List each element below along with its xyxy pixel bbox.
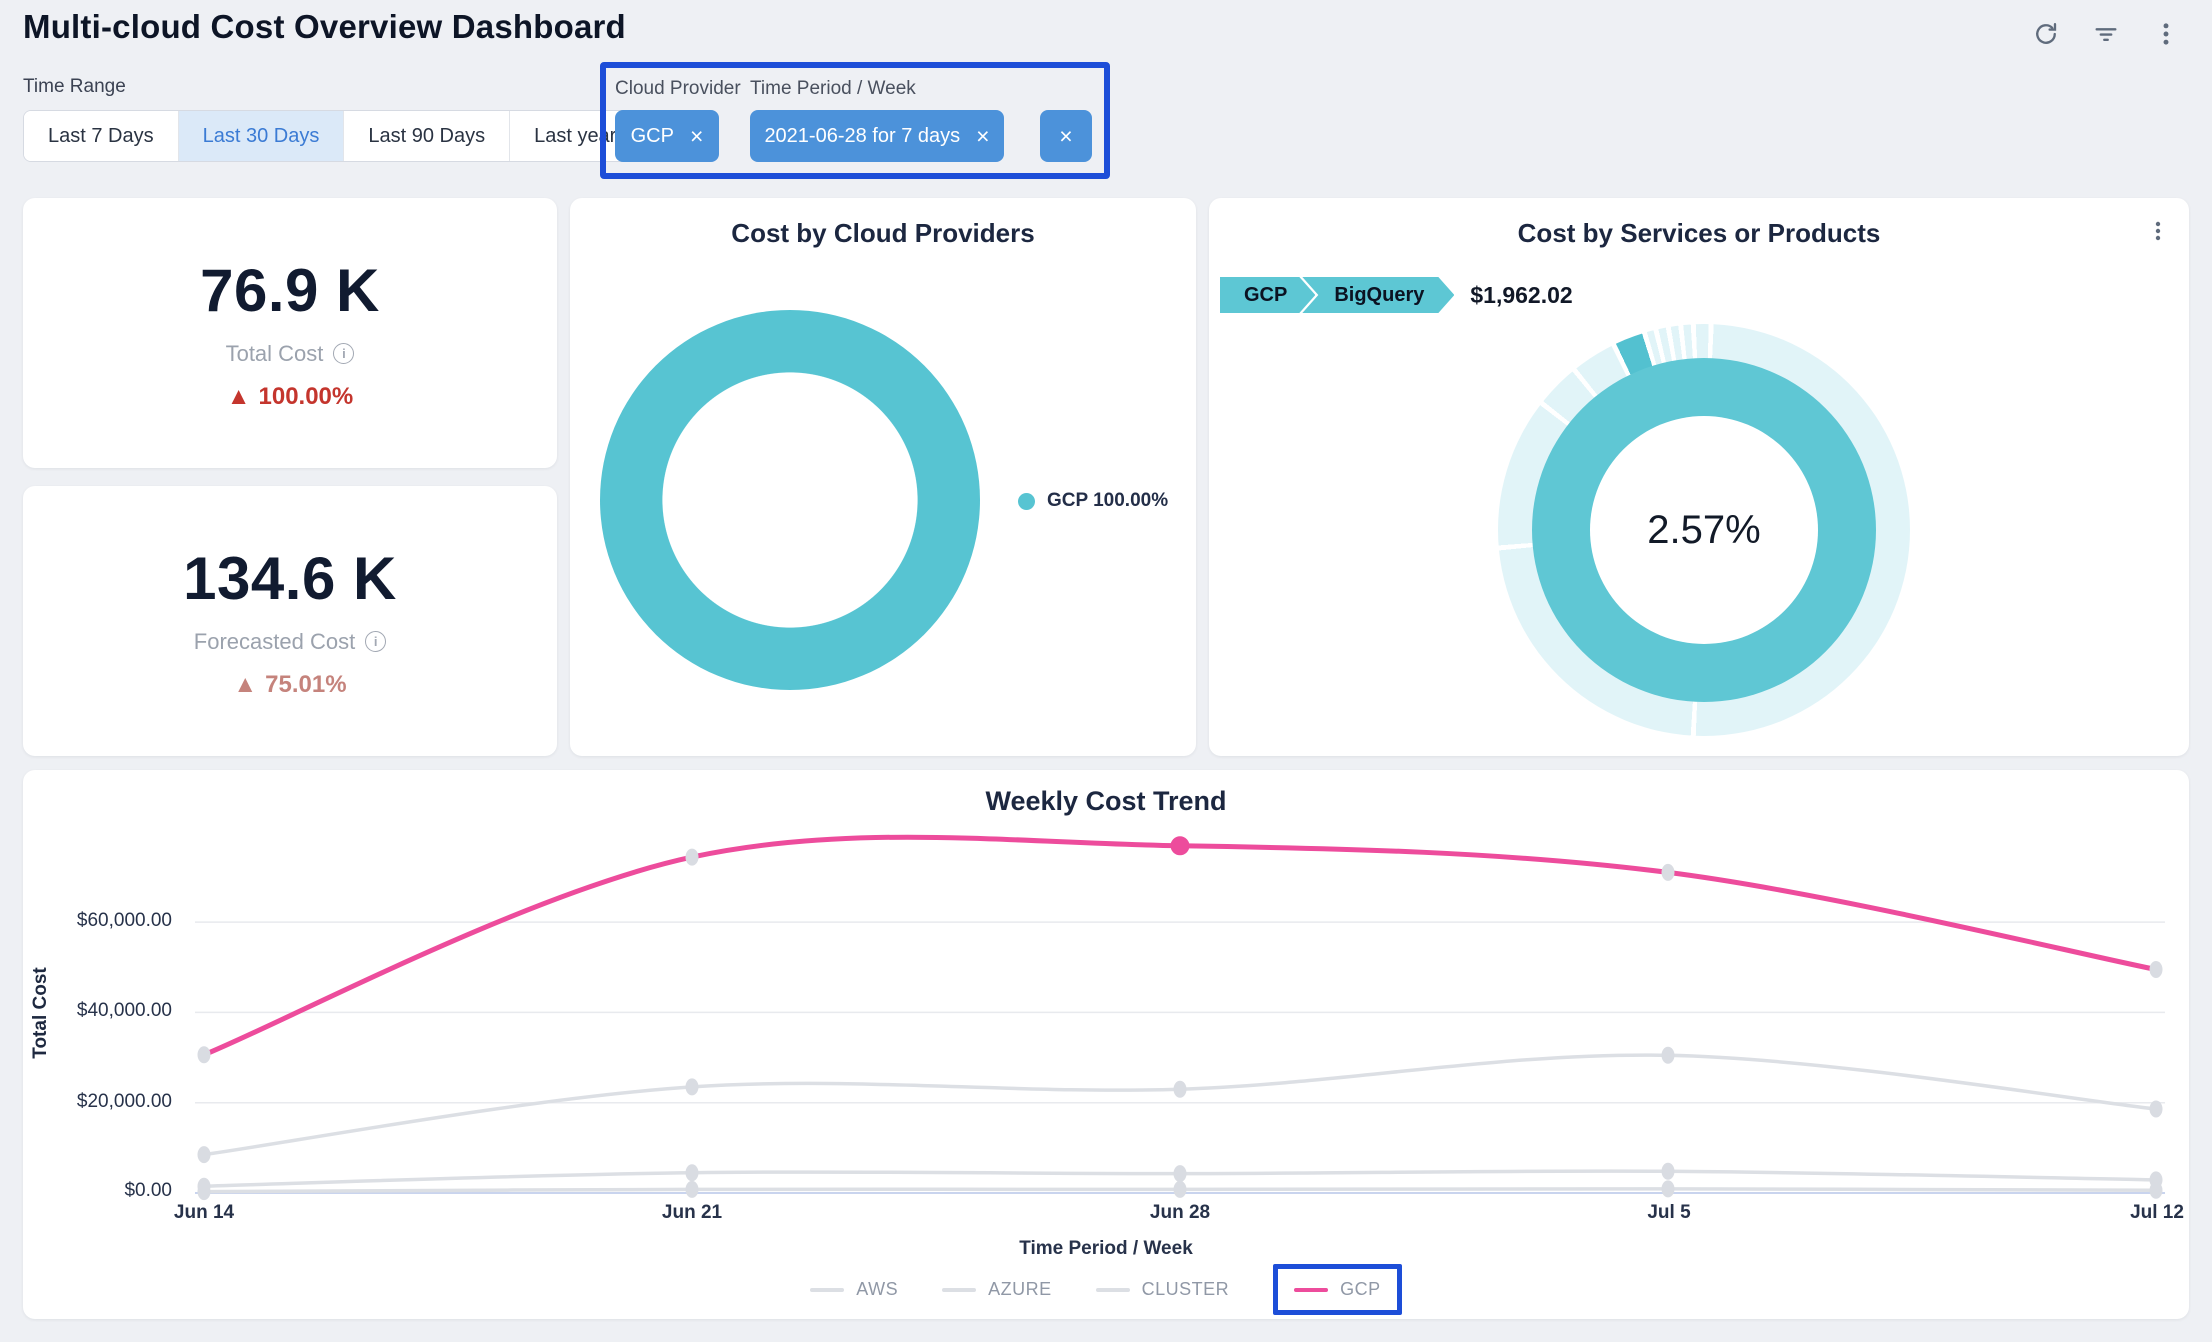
legend-item-cluster[interactable]: CLUSTER: [1095, 1279, 1230, 1300]
time-range-last-30-days[interactable]: Last 30 Days: [178, 111, 345, 161]
legend-swatch: [1294, 1287, 1329, 1292]
cloud-provider-chip[interactable]: GCP ×: [615, 110, 719, 162]
weekly-cost-trend-panel: Weekly Cost Trend Total Cost $60,000.00 …: [23, 770, 2189, 1319]
time-period-chip[interactable]: 2021-06-28 for 7 days ×: [750, 110, 1004, 162]
total-cost-value: 76.9 K: [200, 256, 380, 324]
services-chart-title: Cost by Services or Products: [1517, 218, 1881, 248]
chip-close-icon[interactable]: ×: [976, 122, 990, 149]
kebab-menu-icon[interactable]: [2148, 16, 2184, 52]
y-tick-20000: $20,000.00: [76, 1091, 172, 1112]
legend-item-azure[interactable]: AZURE: [942, 1279, 1052, 1300]
time-range-label: Time Range: [23, 76, 126, 97]
annotation-box-gcp-legend: GCP: [1273, 1264, 1402, 1315]
y-tick-40000: $40,000.00: [76, 1000, 172, 1021]
refresh-icon[interactable]: [2028, 16, 2064, 52]
total-cost-delta: 100.00%: [258, 382, 354, 410]
x-tick-jul-12: Jul 12: [2130, 1202, 2184, 1223]
total-cost-label: Total Cost: [225, 340, 324, 366]
providers-chart-title: Cost by Cloud Providers: [731, 218, 1035, 248]
forecasted-cost-delta: 75.01%: [265, 670, 347, 698]
legend-item-gcp[interactable]: GCP: [1294, 1279, 1381, 1300]
legend-swatch: [942, 1287, 977, 1292]
y-tick-60000: $60,000.00: [76, 910, 172, 931]
legend-item-aws[interactable]: AWS: [810, 1279, 898, 1300]
x-axis-title: Time Period / Week: [1019, 1238, 1193, 1259]
trend-line-chart: [195, 834, 2165, 1201]
chip-close-icon[interactable]: ×: [689, 122, 704, 149]
legend-swatch: [810, 1287, 845, 1292]
clear-filters-button[interactable]: ×: [1040, 110, 1092, 162]
x-tick-jun-14: Jun 14: [173, 1202, 235, 1223]
panel-kebab-menu-icon[interactable]: [2143, 216, 2173, 246]
annotation-box-filters: [600, 62, 1110, 179]
delta-up-icon: ▲: [226, 382, 251, 410]
time-period-label: Time Period / Week: [750, 78, 916, 99]
cloud-provider-label: Cloud Provider: [615, 78, 741, 99]
breadcrumb-bigquery[interactable]: BigQuery: [1302, 277, 1454, 313]
breadcrumb-value: $1,962.02: [1470, 281, 1573, 308]
info-icon[interactable]: i: [333, 343, 355, 364]
services-sunburst-chart: 2.57%: [1498, 324, 1910, 736]
time-range-button-group: Last 7 Days Last 30 Days Last 90 Days La…: [23, 110, 642, 162]
forecasted-cost-value: 134.6 K: [183, 544, 397, 612]
forecasted-cost-card: 134.6 K Forecasted Cost i ▲ 75.01%: [23, 486, 557, 756]
x-tick-jul-5: Jul 5: [1647, 1202, 1691, 1223]
time-period-chip-value: 2021-06-28 for 7 days: [764, 124, 961, 147]
x-tick-jun-21: Jun 21: [661, 1202, 723, 1223]
cloud-provider-chip-value: GCP: [630, 124, 674, 147]
close-icon: ×: [1059, 122, 1073, 149]
time-range-last-7-days[interactable]: Last 7 Days: [24, 111, 179, 161]
forecasted-cost-label: Forecasted Cost: [193, 628, 356, 654]
trend-chart-title: Weekly Cost Trend: [985, 786, 1227, 816]
sunburst-inner-ring: 2.57%: [1532, 358, 1876, 702]
breadcrumb-gcp[interactable]: GCP: [1220, 277, 1315, 313]
time-range-last-90-days[interactable]: Last 90 Days: [344, 111, 511, 161]
providers-legend-item-gcp[interactable]: GCP 100.00%: [1018, 490, 1168, 512]
delta-up-icon: ▲: [233, 670, 258, 698]
cost-by-services-panel: Cost by Services or Products GCP BigQuer…: [1209, 198, 2189, 756]
info-icon[interactable]: i: [365, 631, 387, 652]
breadcrumb: GCP BigQuery $1,962.02: [1220, 277, 1573, 313]
legend-dot: [1018, 492, 1035, 510]
legend-label: GCP 100.00%: [1047, 490, 1169, 511]
sunburst-center-label: 2.57%: [1647, 507, 1761, 552]
total-cost-card: 76.9 K Total Cost i ▲ 100.00%: [23, 198, 557, 468]
providers-donut-chart: [600, 310, 980, 690]
y-tick-0: $0.00: [124, 1180, 172, 1201]
trend-legend: AWS AZURE CLUSTER GCP: [23, 1264, 2189, 1315]
cost-by-cloud-providers-panel: Cost by Cloud Providers GCP 100.00%: [570, 198, 1196, 756]
filter-icon[interactable]: [2088, 16, 2124, 52]
x-tick-jun-28: Jun 28: [1149, 1202, 1211, 1223]
page-title: Multi-cloud Cost Overview Dashboard: [23, 8, 626, 45]
header-actions: [2028, 16, 2184, 52]
legend-swatch: [1095, 1287, 1130, 1292]
